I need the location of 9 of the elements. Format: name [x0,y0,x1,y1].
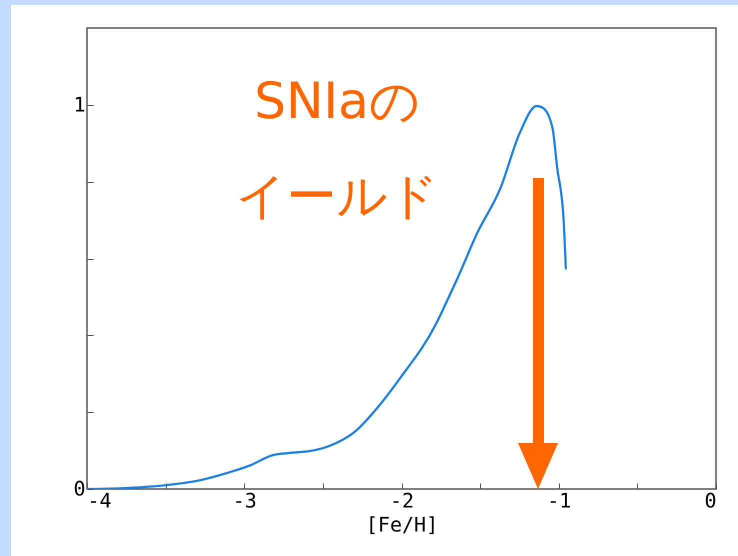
y-tick-label: 1 [73,92,86,116]
annotation: イールド [236,167,438,225]
x-tick-label: -1 [547,488,572,512]
x-axis-title: [Fe/H] [366,512,438,536]
x-tick-label: 0 [704,488,716,512]
x-tick-label: -3 [232,488,257,512]
x-tick-label: -4 [88,488,112,512]
annotation: SNIaの [254,72,420,130]
x-tick-label: -2 [390,488,414,512]
